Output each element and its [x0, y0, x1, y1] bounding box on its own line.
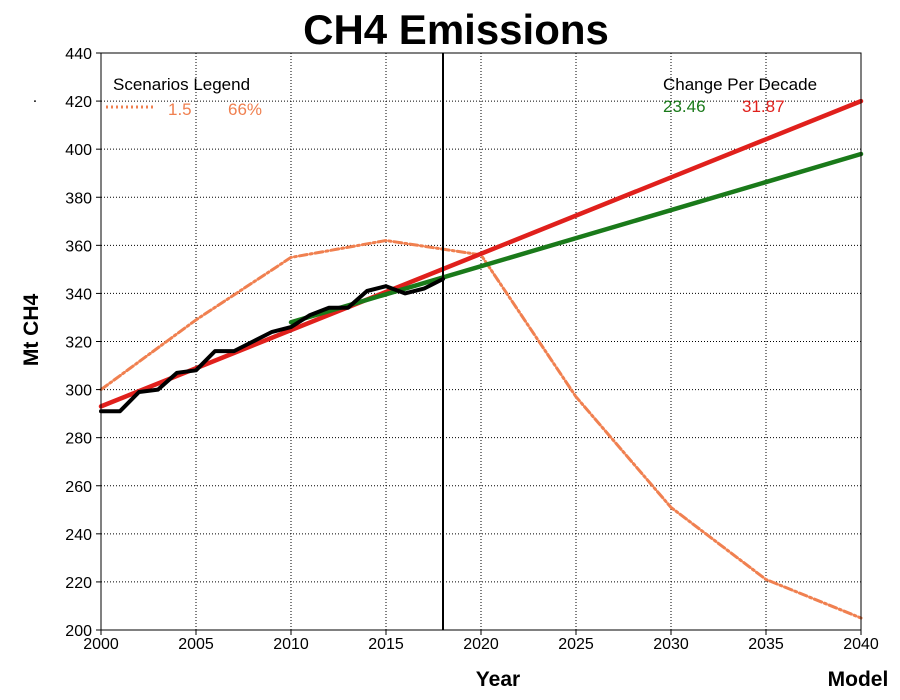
- y-tick-label: 260: [65, 479, 92, 496]
- y-tick-label: 200: [65, 623, 92, 640]
- x-axis-title: Year: [476, 668, 520, 691]
- tick-labels: 2000 2005 2010 2015 2020 2025 2030 2035 2040 200 2…: [65, 46, 879, 653]
- scenario-label-66pct: 66%: [228, 100, 262, 119]
- scenarios-legend: Scenarios Legend 1.5 66%: [106, 75, 262, 119]
- y-tick-label: 280: [65, 431, 92, 448]
- x-tick-label: 2030: [653, 636, 689, 653]
- scenario-label-1-5: 1.5: [168, 100, 192, 119]
- red-trend-line: [98, 98, 864, 409]
- x-tick-label: 2040: [843, 636, 879, 653]
- y-tick-label: 320: [65, 335, 92, 352]
- y-tick-label: 380: [65, 190, 92, 207]
- change-per-decade-title: Change Per Decade: [663, 75, 817, 94]
- y-tick-label: 440: [65, 46, 92, 63]
- y-tick-label: 300: [65, 383, 92, 400]
- change-per-decade-legend: Change Per Decade 23.46 31.87: [663, 75, 817, 116]
- y-tick-label: 360: [65, 238, 92, 255]
- y-tick-label: 220: [65, 575, 92, 592]
- series-lines: [98, 98, 864, 620]
- x-tick-label: 2025: [558, 636, 594, 653]
- x-tick-label: 2005: [178, 636, 214, 653]
- green-trend-line: [288, 151, 864, 325]
- y-tick-label: 420: [65, 94, 92, 111]
- change-value-green: 23.46: [663, 97, 706, 116]
- gridlines: [101, 53, 861, 630]
- historical-emissions-line: [99, 277, 445, 414]
- x-tick-label: 2000: [83, 636, 119, 653]
- x-tick-label: 2035: [748, 636, 784, 653]
- x-tick-label: 2010: [273, 636, 309, 653]
- scenario-1-5-line: [99, 239, 863, 620]
- y-tick-label: 240: [65, 527, 92, 544]
- y-tick-label: 400: [65, 142, 92, 159]
- y-tick-label: 340: [65, 286, 92, 303]
- axes: [96, 52, 862, 635]
- change-value-red: 31.87: [742, 97, 785, 116]
- x-tick-label: 2020: [463, 636, 499, 653]
- y-axis-title: Mt CH4: [20, 294, 43, 367]
- stray-dot: .: [33, 89, 37, 106]
- model-label: Model: [828, 668, 889, 691]
- x-tick-label: 2015: [368, 636, 404, 653]
- scenarios-legend-title: Scenarios Legend: [113, 75, 250, 94]
- chart-title: CH4 Emissions: [303, 6, 609, 53]
